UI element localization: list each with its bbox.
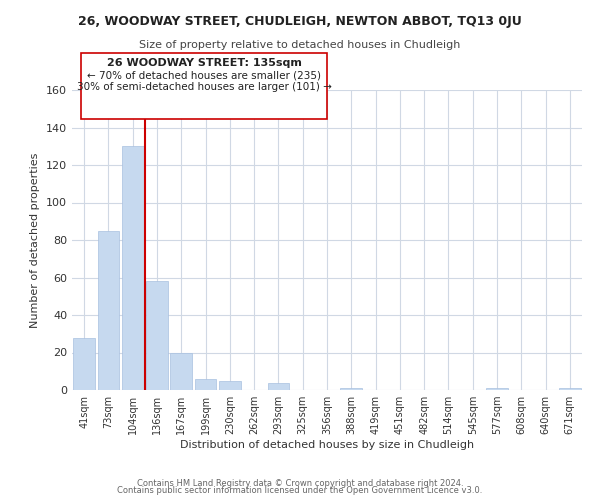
Bar [73, 338, 95, 390]
Bar [559, 388, 581, 390]
Text: Contains public sector information licensed under the Open Government Licence v3: Contains public sector information licen… [118, 486, 482, 495]
Bar [122, 146, 143, 390]
Text: ← 70% of detached houses are smaller (235): ← 70% of detached houses are smaller (23… [87, 70, 321, 80]
Bar [146, 281, 168, 390]
Bar [194, 379, 217, 390]
X-axis label: Distribution of detached houses by size in Chudleigh: Distribution of detached houses by size … [180, 440, 474, 450]
Text: 26, WOODWAY STREET, CHUDLEIGH, NEWTON ABBOT, TQ13 0JU: 26, WOODWAY STREET, CHUDLEIGH, NEWTON AB… [78, 15, 522, 28]
Bar [97, 230, 119, 390]
Bar [486, 388, 508, 390]
Y-axis label: Number of detached properties: Number of detached properties [31, 152, 40, 328]
Bar [340, 388, 362, 390]
Text: 30% of semi-detached houses are larger (101) →: 30% of semi-detached houses are larger (… [77, 82, 331, 92]
Bar [219, 380, 241, 390]
Bar [268, 382, 289, 390]
Text: 26 WOODWAY STREET: 135sqm: 26 WOODWAY STREET: 135sqm [107, 58, 301, 68]
Text: Size of property relative to detached houses in Chudleigh: Size of property relative to detached ho… [139, 40, 461, 50]
Text: Contains HM Land Registry data © Crown copyright and database right 2024.: Contains HM Land Registry data © Crown c… [137, 478, 463, 488]
Bar [170, 352, 192, 390]
